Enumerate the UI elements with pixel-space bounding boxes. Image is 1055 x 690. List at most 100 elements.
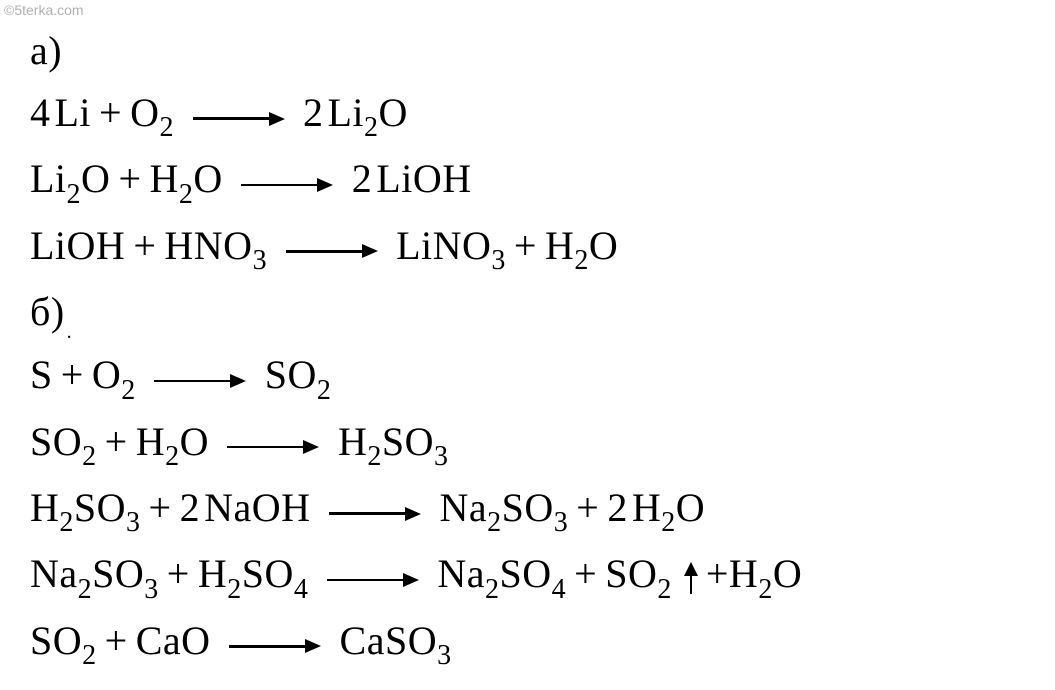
el: S — [30, 352, 53, 397]
coef: 2 — [303, 90, 324, 135]
sub: 2 — [121, 375, 136, 406]
reaction-arrow-icon — [241, 150, 333, 212]
el: O — [81, 156, 110, 201]
el: SO — [92, 551, 144, 596]
plus: + — [61, 352, 84, 397]
el: Li — [30, 156, 67, 201]
eq-b4: Na2SO3+H2SO4 Na2SO4+SO2+H2O — [30, 543, 1035, 609]
plus: + — [133, 223, 156, 268]
el: Li — [328, 90, 365, 135]
el: H — [729, 551, 758, 596]
sub: 4 — [294, 574, 309, 605]
el: NaOH — [204, 485, 310, 530]
el: H — [545, 223, 574, 268]
el: O — [589, 223, 618, 268]
el: H — [632, 485, 661, 530]
sub: 3 — [434, 441, 449, 472]
el: CaO — [136, 618, 211, 663]
sub: 4 — [552, 574, 567, 605]
el: SO — [382, 419, 434, 464]
el: H — [150, 156, 179, 201]
sub: 2 — [82, 441, 97, 472]
reaction-arrow-icon — [329, 479, 421, 541]
el: SO — [74, 485, 126, 530]
sub: 2 — [574, 245, 589, 276]
el: H — [198, 551, 227, 596]
sub: 2 — [67, 179, 82, 210]
eq-b2: SO2+H2O H2SO3 — [30, 411, 1035, 477]
sub: 3 — [437, 640, 452, 671]
sub: 2 — [165, 441, 180, 472]
sub: 2 — [487, 507, 502, 538]
el: CaSO — [340, 618, 438, 663]
el: Na — [30, 551, 78, 596]
el: LiOH — [30, 223, 125, 268]
el: O — [379, 90, 408, 135]
plus: + — [167, 551, 190, 596]
sub: 2 — [82, 640, 97, 671]
el: O — [92, 352, 121, 397]
eq-a3: LiOH+HNO3 LiNO3+H2O — [30, 215, 1035, 281]
el: H — [136, 419, 165, 464]
plus: + — [576, 485, 599, 530]
plus: + — [105, 618, 128, 663]
el: H — [338, 419, 367, 464]
plus: + — [105, 419, 128, 464]
el: HNO — [164, 223, 252, 268]
sub: 3 — [554, 507, 569, 538]
eq-b1: S+O2 SO2 — [30, 344, 1035, 410]
watermark-text: ©5terka.com — [4, 2, 84, 18]
equations-block: а) 4Li+O2 2Li2O Li2O+H2O 2LiOH LiOH+HNO3… — [30, 20, 1035, 676]
sub: 3 — [144, 574, 159, 605]
el: SO — [265, 352, 317, 397]
sub: 3 — [491, 245, 506, 276]
coef: 2 — [352, 156, 373, 201]
el: SO — [605, 551, 657, 596]
el: O — [130, 90, 159, 135]
reaction-arrow-icon — [154, 346, 246, 408]
sub: 2 — [485, 574, 500, 605]
eq-b3: H2SO3+2NaOH Na2SO3+2H2O — [30, 477, 1035, 543]
el: SO — [30, 419, 82, 464]
reaction-arrow-icon — [327, 545, 419, 607]
sub: 3 — [126, 507, 141, 538]
el: Li — [55, 90, 92, 135]
sub: 2 — [364, 112, 379, 143]
sub: 2 — [758, 574, 773, 605]
sub: 3 — [253, 245, 268, 276]
sub: 2 — [661, 507, 676, 538]
sub: 2 — [78, 574, 93, 605]
gas-arrow-icon — [684, 562, 698, 594]
coef: 4 — [30, 90, 51, 135]
eq-a1: 4Li+O2 2Li2O — [30, 82, 1035, 148]
eq-b5: SO2 +CaO CaSO3 — [30, 610, 1035, 676]
plus: + — [514, 223, 537, 268]
el: O — [773, 551, 802, 596]
eq-a2: Li2O+H2O 2LiOH — [30, 148, 1035, 214]
section-b-label: б). — [30, 281, 1035, 344]
el: LiOH — [376, 156, 471, 201]
reaction-arrow-icon — [229, 612, 321, 674]
sub: 2 — [657, 574, 672, 605]
el: SO — [242, 551, 294, 596]
el: SO — [30, 618, 82, 663]
section-a-label: а) — [30, 20, 1035, 82]
reaction-arrow-icon — [193, 84, 285, 146]
el: LiNO — [396, 223, 491, 268]
sub: 2 — [367, 441, 382, 472]
sub: 2 — [227, 574, 242, 605]
plus: + — [574, 551, 597, 596]
plus: + — [706, 551, 729, 596]
el: SO — [502, 485, 554, 530]
sub: 2 — [179, 179, 194, 210]
reaction-arrow-icon — [286, 217, 378, 279]
sub: 2 — [59, 507, 74, 538]
el: O — [193, 156, 222, 201]
plus: + — [149, 485, 172, 530]
sub: 2 — [317, 375, 332, 406]
coef: 2 — [607, 485, 628, 530]
el: SO — [500, 551, 552, 596]
el: O — [180, 419, 209, 464]
plus: + — [118, 156, 141, 201]
dot: . — [67, 321, 73, 343]
